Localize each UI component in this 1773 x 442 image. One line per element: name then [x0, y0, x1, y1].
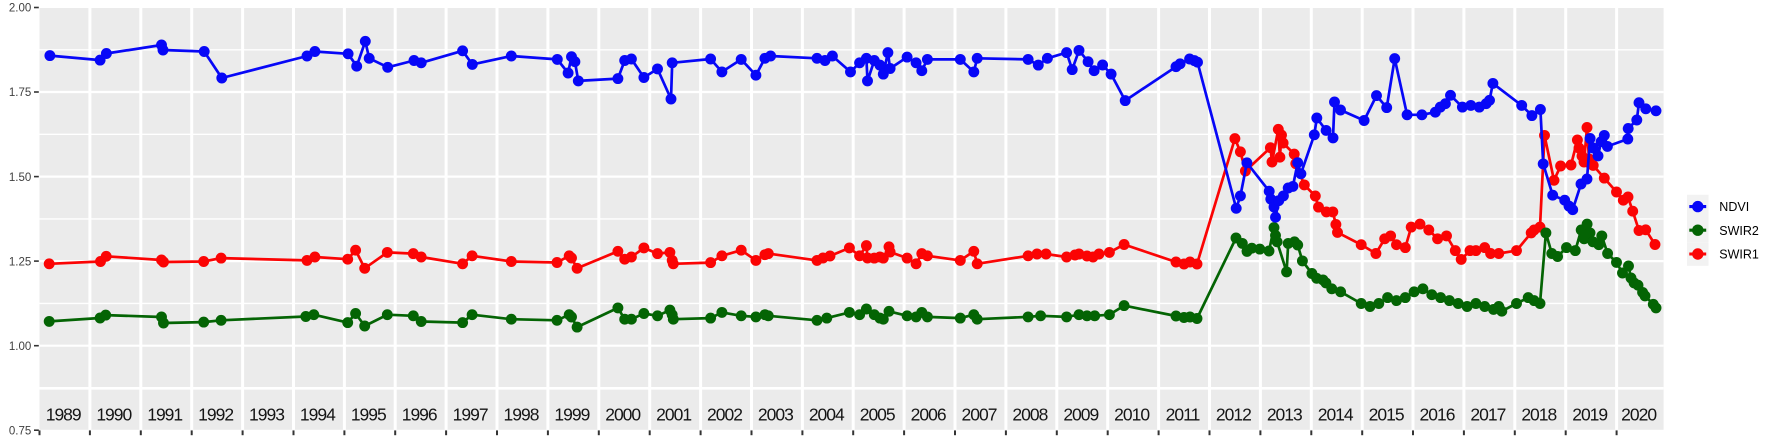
svg-text:1999: 1999 [554, 405, 589, 425]
svg-text:2012: 2012 [1216, 405, 1251, 425]
svg-text:2013: 2013 [1267, 405, 1302, 425]
svg-text:1998: 1998 [504, 405, 539, 425]
svg-text:2007: 2007 [962, 405, 997, 425]
svg-text:2020: 2020 [1621, 405, 1657, 425]
svg-text:2003: 2003 [758, 405, 793, 425]
svg-text:2010: 2010 [1114, 405, 1150, 425]
svg-text:2019: 2019 [1572, 405, 1607, 425]
svg-text:2002: 2002 [707, 405, 742, 425]
svg-text:1989: 1989 [46, 405, 81, 425]
svg-text:2016: 2016 [1420, 405, 1455, 425]
svg-text:2011: 2011 [1166, 405, 1200, 425]
svg-text:1.25: 1.25 [9, 256, 31, 268]
svg-text:1.00: 1.00 [9, 341, 31, 353]
svg-text:SWIR1: SWIR1 [1719, 248, 1759, 262]
svg-text:2004: 2004 [809, 405, 845, 425]
svg-text:2018: 2018 [1521, 405, 1556, 425]
svg-text:2006: 2006 [911, 405, 946, 425]
svg-text:2005: 2005 [860, 405, 895, 425]
svg-text:1995: 1995 [351, 405, 386, 425]
svg-text:1994: 1994 [300, 405, 336, 425]
svg-text:2015: 2015 [1369, 405, 1404, 425]
svg-text:1993: 1993 [249, 405, 284, 425]
svg-text:0.75: 0.75 [9, 425, 31, 437]
svg-text:2014: 2014 [1318, 405, 1354, 425]
svg-text:1.75: 1.75 [9, 87, 31, 99]
svg-text:1996: 1996 [402, 405, 437, 425]
svg-text:2008: 2008 [1012, 405, 1047, 425]
svg-text:1990: 1990 [96, 405, 132, 425]
svg-text:1997: 1997 [453, 405, 488, 425]
svg-text:SWIR2: SWIR2 [1719, 224, 1759, 238]
svg-text:2000: 2000 [605, 405, 641, 425]
svg-text:2.00: 2.00 [9, 3, 31, 15]
svg-text:2001: 2001 [656, 405, 691, 425]
svg-text:2017: 2017 [1470, 405, 1505, 425]
svg-text:1992: 1992 [198, 405, 233, 425]
svg-text:2009: 2009 [1063, 405, 1098, 425]
svg-text:NDVI: NDVI [1719, 200, 1749, 214]
svg-text:1991: 1991 [147, 405, 182, 425]
svg-text:1.50: 1.50 [9, 172, 31, 184]
